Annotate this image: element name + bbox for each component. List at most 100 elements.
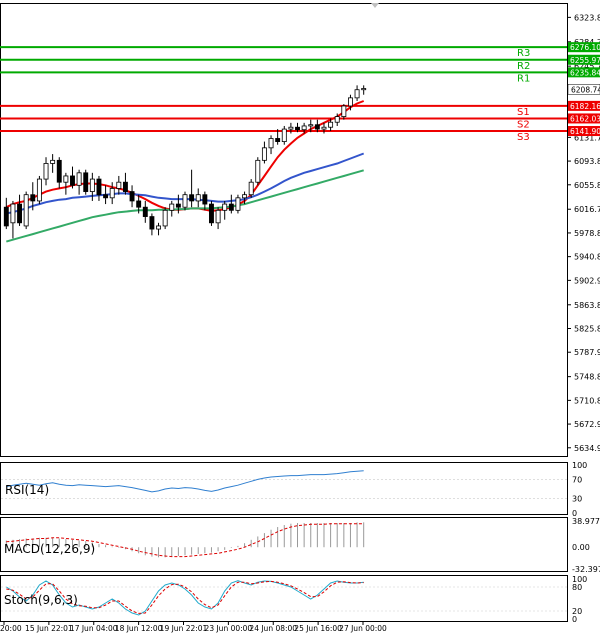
candle [116,175,122,195]
candle-body-down [17,203,22,224]
candle-body-down [142,206,148,217]
level-tag-label-s3: 6141.90 [570,127,600,136]
candle-body-down [275,138,281,142]
price-axis-label: 5978.80 [574,229,600,238]
candle [109,182,115,205]
candle [103,185,109,205]
price-axis-label: 6131.75 [574,133,600,142]
candle-body-up [182,194,188,208]
candle-body-down [129,191,135,202]
price-layer [3,85,367,243]
macd-signal-line [6,523,364,558]
price-axis-label: 6016.75 [574,205,600,214]
candle-body-up [268,138,274,149]
price-axis-label: 5940.85 [574,253,600,262]
level-tag-r3 [568,42,600,53]
candle-body-up [63,175,69,183]
candle [341,104,347,120]
level-tag-r2 [568,54,600,65]
candle-body-down [83,172,89,192]
candle [222,200,228,220]
candle [149,213,155,236]
price-axis: 6323.806284.706245.756208.746131.756093.… [567,13,600,453]
macd-axis-label: 0.00 [572,543,590,552]
macd-label: MACD(12,26,9) [4,542,95,556]
candle-body-down [209,203,214,224]
price-axis-label: 5672.90 [574,420,600,429]
candle [321,122,327,134]
candle-body-up [301,125,307,131]
price-panel-frame [0,3,568,457]
candle [301,122,307,134]
level-tag-r1 [568,67,600,78]
time-axis-label: 23 Jun 00:00 [205,624,253,633]
candle-body-up [43,163,49,180]
time-axis-label: 24 Jun 08:00 [249,624,297,633]
candle-body-down [3,206,9,227]
level-name-r3: R3 [517,48,530,59]
candle-body-up [235,197,241,211]
level-name-s1: S1 [517,107,530,118]
candle [334,113,340,126]
level-tag-label-s2: 6162.03 [570,114,600,123]
rsi-line [6,470,364,493]
candle [228,194,234,214]
candle-body-down [202,194,208,205]
candle [235,194,241,214]
candle [248,179,254,198]
candle [348,94,353,111]
level-tag-s2 [568,113,600,124]
candle [142,200,148,223]
candle [328,118,334,131]
candle [275,129,281,145]
candle-body-down [136,200,142,208]
time-axis-label: 15 Jun 22:01 [25,624,73,633]
candle [189,169,195,208]
candle-body-up [321,126,327,130]
candle [255,157,261,186]
candle [195,188,201,208]
stoch-axis-label: 80 [572,583,582,592]
candle [17,194,22,226]
candle-body-down [56,159,62,183]
rsi-axis-label: 100 [572,461,587,470]
candle-body-up [36,178,42,202]
level-name-s2: S2 [517,119,530,130]
macd-axis-label: 38.977 [572,517,600,526]
candle-body-up [354,89,360,99]
price-axis-label: 5634.95 [574,444,600,453]
price-axis-label: 5748.80 [574,373,600,382]
candle-body-up [215,209,221,224]
level-tag-label-s1: 6182.16 [570,102,600,111]
panel-frames [0,3,568,622]
macd-panel-frame [0,517,568,572]
level-name-s3: S3 [517,132,530,143]
price-axis-label: 5902.90 [574,276,600,285]
candle [202,191,208,211]
rsi-layer: 100 70 30 0 [1,461,587,518]
candle [169,200,175,217]
price-axis-label: 5710.85 [574,396,600,405]
candle-body-up [116,181,122,189]
candle-body-down [189,194,195,202]
rsi-axis-label: 0 [572,509,577,518]
level-tags: 6276.10 6255.97 6235.84 6182.16 6162.03 6141.… [567,42,600,137]
stoch-axis-label: 0 [572,615,577,624]
candle-body-up [23,194,29,227]
candle-body-up [281,128,287,142]
candle-body-down [122,181,128,192]
candle [83,169,89,195]
candle-body-up [334,116,340,123]
candle [96,175,102,201]
candle-body-up [156,225,161,230]
candle [354,85,360,101]
current-price-label: 6208.74 [571,85,600,94]
stoch-signal-line [6,580,364,614]
candle-body-down [149,216,155,230]
candle-body-down [96,178,102,196]
candle [314,119,320,133]
candle-body-up [76,172,82,186]
